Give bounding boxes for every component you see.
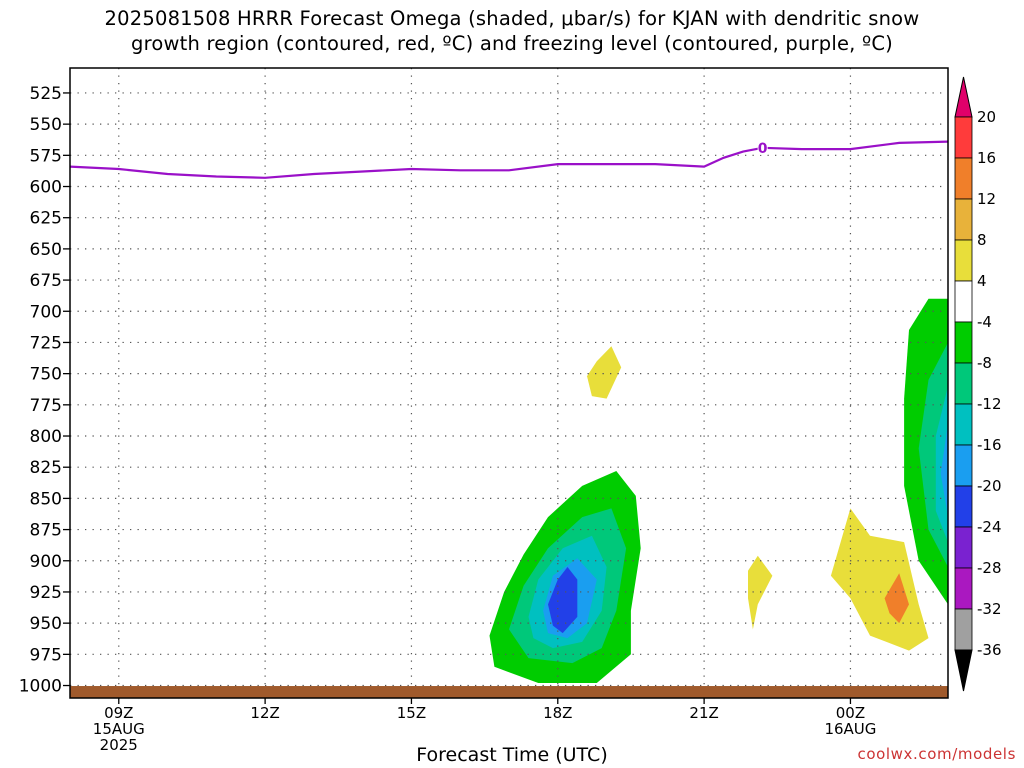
plot-frame — [69, 67, 949, 699]
chart-title-line-1: 2025081508 HRRR Forecast Omega (shaded, … — [104, 7, 920, 30]
x-tick-sublabel: 2025 — [100, 736, 138, 754]
y-tick-label: 525 — [30, 84, 62, 104]
y-tick-label: 950 — [30, 614, 62, 634]
y-tick-label: 825 — [30, 458, 62, 478]
colorbar-swatch-9 — [954, 444, 973, 487]
y-tick-label: 550 — [30, 115, 62, 135]
omega-shading — [489, 298, 948, 683]
y-tick-label: 1000 — [19, 677, 62, 697]
terrain-fill — [70, 686, 948, 698]
colorbar-label: -28 — [977, 559, 1002, 577]
colorbar-label: 4 — [977, 272, 987, 290]
colorbar-label: -12 — [977, 395, 1002, 413]
colorbar-swatch-6 — [954, 321, 973, 364]
colorbar-label: -24 — [977, 518, 1002, 536]
colorbar-label: 20 — [977, 108, 996, 126]
x-tick-label: 18Z — [543, 704, 572, 722]
colorbar-top-arrow — [954, 76, 973, 118]
freezing-level-contour: 0 — [70, 139, 948, 179]
colorbar-label: 12 — [977, 190, 996, 208]
colorbar-bottom-arrow — [954, 649, 973, 692]
y-tick-label: 675 — [30, 271, 62, 291]
y-tick-label: 775 — [30, 396, 62, 416]
y-tick-label: 800 — [30, 427, 62, 447]
y-tick-label: 575 — [30, 146, 62, 166]
colorbar-legend: 20 16 12 8 4 -4 -8 -12 -16 -20 -24 -28 -32 -36 — [954, 76, 1002, 692]
y-tick-label: 900 — [30, 552, 62, 572]
x-tick-label: 00Z — [836, 704, 865, 722]
colorbar-label: -20 — [977, 477, 1002, 495]
colorbar-label: -36 — [977, 641, 1002, 659]
colorbar-label: -16 — [977, 436, 1002, 454]
y-tick-label: 925 — [30, 583, 62, 603]
x-tick-label: 15Z — [397, 704, 426, 722]
y-tick-label: 750 — [30, 365, 62, 385]
freezing-level-label: 0 — [758, 141, 768, 157]
chart-title: 2025081508 HRRR Forecast Omega (shaded, … — [0, 6, 1024, 56]
x-tick-label: 21Z — [689, 704, 718, 722]
colorbar-label: 16 — [977, 149, 996, 167]
freezing-level-line — [70, 140, 948, 179]
colorbar-label: -8 — [977, 354, 992, 372]
y-tick-label: 850 — [30, 489, 62, 509]
y-tick-label: 875 — [30, 521, 62, 541]
y-tick-label: 725 — [30, 333, 62, 353]
colorbar-swatch-4 — [954, 239, 973, 282]
y-tick-label: 600 — [30, 178, 62, 198]
colorbar-label: -4 — [977, 313, 992, 331]
omega-region-6 — [748, 555, 773, 630]
colorbar-swatch-8 — [954, 403, 973, 446]
colorbar-swatch-7 — [954, 362, 973, 405]
omega-region-5 — [587, 346, 622, 399]
x-tick-label: 09Z — [104, 704, 133, 722]
colorbar-label: 8 — [977, 231, 987, 249]
colorbar-label: -32 — [977, 600, 1002, 618]
x-tick-label: 12Z — [250, 704, 279, 722]
x-tick-sublabel: 16AUG — [824, 720, 876, 738]
y-axis: 525 550 575 600 625 650 675 700 725 750 775 800 825 8… — [19, 84, 70, 697]
colorbar-swatch-1 — [954, 116, 973, 159]
y-tick-label: 700 — [30, 302, 62, 322]
colorbar-swatch-3 — [954, 198, 973, 241]
omega-region-12 — [940, 423, 948, 518]
y-tick-label: 650 — [30, 240, 62, 260]
y-tick-label: 975 — [30, 645, 62, 665]
colorbar-swatch-2 — [954, 157, 973, 200]
omega-region-4 — [548, 567, 578, 634]
terrain-band — [70, 686, 948, 698]
x-tick-sublabel: 15AUG — [93, 720, 145, 738]
grid-lines — [70, 68, 948, 698]
omega-region-8 — [884, 573, 909, 624]
site-credit: coolwx.com/models — [857, 745, 1016, 763]
omega-region-7 — [830, 508, 929, 651]
freezing-level-label-bg — [757, 139, 768, 155]
omega-region-11 — [935, 386, 948, 543]
colorbar-swatch-12 — [954, 567, 973, 610]
colorbar-swatch-10 — [954, 485, 973, 528]
chart-title-line-2: growth region (contoured, red, ºC) and f… — [131, 32, 893, 55]
colorbar-swatch-5 — [954, 280, 973, 323]
colorbar-swatch-11 — [954, 526, 973, 569]
colorbar-swatch-13 — [954, 608, 973, 651]
x-axis-label: Forecast Time (UTC) — [416, 744, 608, 766]
y-tick-label: 625 — [30, 209, 62, 229]
